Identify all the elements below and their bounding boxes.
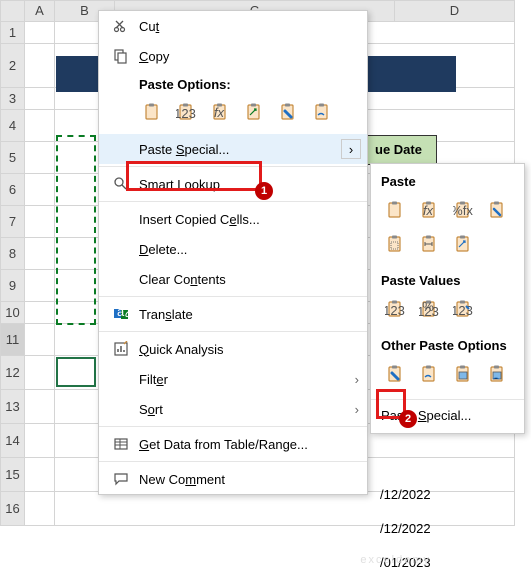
svg-text:あ: あ xyxy=(124,306,129,320)
menu-delete[interactable]: Delete... xyxy=(99,234,367,264)
menu-label: Cut xyxy=(133,19,343,34)
svg-text:fx: fx xyxy=(423,203,434,218)
submenu-other-options-header: Other Paste Options xyxy=(371,332,524,357)
row-header[interactable]: 15 xyxy=(0,458,25,492)
col-header-a[interactable]: A xyxy=(25,0,55,22)
row-header[interactable]: 16 xyxy=(0,492,25,526)
menu-label: Translate xyxy=(133,307,343,322)
context-menu: Cut Copy Paste Options: 123 fx Paste Spe… xyxy=(98,10,368,495)
row-header[interactable]: 2 xyxy=(0,44,25,88)
sub-paste-keep-source-icon[interactable] xyxy=(483,197,511,225)
row-header[interactable]: 5 xyxy=(0,142,25,174)
row-header[interactable]: 6 xyxy=(0,174,25,206)
svg-text:123: 123 xyxy=(419,304,439,319)
menu-new-comment[interactable]: New Comment xyxy=(99,464,367,494)
sub-paste-no-borders-icon[interactable] xyxy=(381,231,409,259)
submenu-paste-header: Paste xyxy=(371,168,524,193)
submenu-arrow-icon: › xyxy=(355,402,359,417)
sub-paste-formulas-num-icon[interactable]: %fx xyxy=(449,197,477,225)
menu-clear-contents[interactable]: Clear Contents xyxy=(99,264,367,294)
copy-icon xyxy=(109,48,133,64)
paste-icon[interactable] xyxy=(139,100,165,126)
sub-paste-linked-picture-icon[interactable] xyxy=(483,361,511,389)
svg-text:123: 123 xyxy=(453,303,473,318)
menu-label: Sort xyxy=(133,402,343,417)
row-header[interactable]: 10 xyxy=(0,302,25,324)
menu-quick-analysis[interactable]: Quick Analysis xyxy=(99,334,367,364)
menu-label: Quick Analysis xyxy=(133,342,343,357)
svg-text:123: 123 xyxy=(385,303,405,318)
translate-icon: aあ xyxy=(109,306,133,322)
column-header-due-date: ue Date xyxy=(360,135,437,165)
sub-paste-formulas-icon[interactable]: fx xyxy=(415,197,443,225)
row-header[interactable]: 7 xyxy=(0,206,25,238)
menu-paste-special[interactable]: Paste Special... › xyxy=(99,134,367,164)
row-header[interactable]: 8 xyxy=(0,238,25,270)
menu-label: Paste Special... xyxy=(133,142,343,157)
menu-translate[interactable]: aあ Translate xyxy=(99,299,367,329)
paste-options-label: Paste Options: xyxy=(99,71,367,96)
submenu-arrow-icon: › xyxy=(341,139,361,159)
submenu-paste-values-header: Paste Values xyxy=(371,267,524,292)
row-header[interactable]: 11 xyxy=(0,324,25,356)
paste-formatting-icon[interactable] xyxy=(275,100,301,126)
sub-paste-col-widths-icon[interactable] xyxy=(415,231,443,259)
sub-paste-icon[interactable] xyxy=(381,197,409,225)
menu-label: Get Data from Table/Range... xyxy=(133,437,343,452)
menu-cut[interactable]: Cut xyxy=(99,11,367,41)
watermark: exceldemy xyxy=(360,554,431,566)
svg-text:123: 123 xyxy=(176,106,196,121)
menu-copy[interactable]: Copy xyxy=(99,41,367,71)
row-header[interactable]: 4 xyxy=(0,110,25,142)
row-header[interactable]: 1 xyxy=(0,22,25,44)
menu-label: Insert Copied Cells... xyxy=(133,212,343,227)
copy-marquee xyxy=(56,135,96,325)
menu-label: Filter xyxy=(133,372,343,387)
paste-transpose-icon[interactable] xyxy=(241,100,267,126)
menu-get-data[interactable]: Get Data from Table/Range... xyxy=(99,429,367,459)
row-header[interactable]: 3 xyxy=(0,88,25,110)
annotation-badge-2: 2 xyxy=(399,410,417,428)
annotation-badge-1: 1 xyxy=(255,182,273,200)
date-cell: /12/2022 xyxy=(380,512,431,546)
menu-filter[interactable]: Filter › xyxy=(99,364,367,394)
paste-formulas-icon[interactable]: fx xyxy=(207,100,233,126)
menu-insert-copied[interactable]: Insert Copied Cells... xyxy=(99,204,367,234)
sub-paste-link-icon[interactable] xyxy=(415,361,443,389)
annotation-box-1 xyxy=(126,161,262,191)
menu-label: Copy xyxy=(133,49,343,64)
table-icon xyxy=(109,436,133,452)
menu-label: New Comment xyxy=(133,472,343,487)
sub-paste-picture-icon[interactable] xyxy=(449,361,477,389)
date-cell: /12/2022 xyxy=(380,478,431,512)
row-header[interactable]: 14 xyxy=(0,424,25,458)
menu-label: Delete... xyxy=(133,242,343,257)
menu-label: Clear Contents xyxy=(133,272,343,287)
svg-text:fx: fx xyxy=(214,105,225,120)
quick-analysis-icon xyxy=(109,341,133,357)
sub-paste-formatting-icon[interactable] xyxy=(381,361,409,389)
sub-paste-values-icon[interactable]: 123 xyxy=(381,296,409,324)
sub-paste-transpose-icon[interactable] xyxy=(449,231,477,259)
selected-cell xyxy=(56,357,96,387)
svg-text:%fx: %fx xyxy=(453,203,473,218)
row-header[interactable]: 12 xyxy=(0,356,25,390)
paste-values-icon[interactable]: 123 xyxy=(173,100,199,126)
paste-options-row: 123 fx xyxy=(99,96,367,134)
comment-icon xyxy=(109,471,133,487)
paste-link-icon[interactable] xyxy=(309,100,335,126)
menu-sort[interactable]: Sort › xyxy=(99,394,367,424)
sub-paste-values-format-icon[interactable]: 123 xyxy=(449,296,477,324)
submenu-arrow-icon: › xyxy=(355,372,359,387)
sub-paste-values-num-icon[interactable]: %123 xyxy=(415,296,443,324)
col-header-d[interactable]: D xyxy=(395,0,515,22)
scissors-icon xyxy=(109,18,133,34)
row-header[interactable]: 13 xyxy=(0,390,25,424)
row-header[interactable]: 9 xyxy=(0,270,25,302)
